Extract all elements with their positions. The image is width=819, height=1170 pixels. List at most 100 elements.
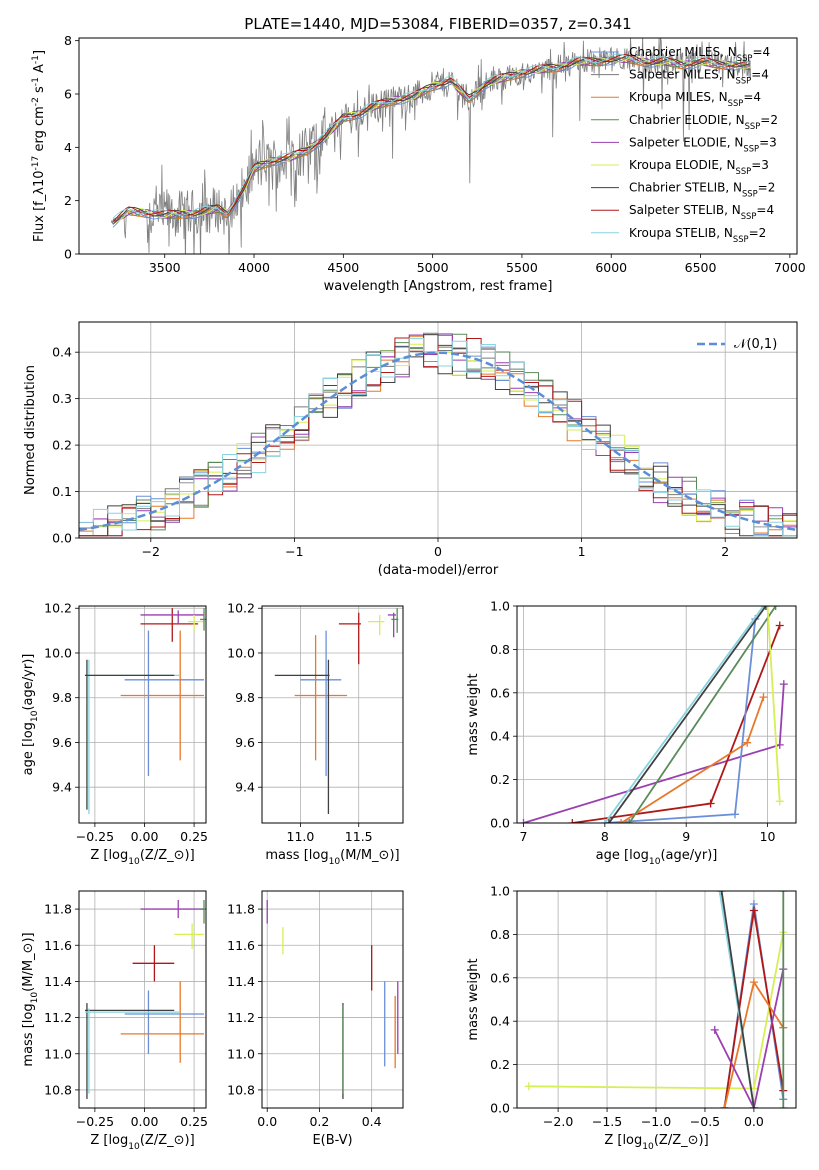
- mass-weight-series: [604, 606, 765, 823]
- panel-mass-vs-Z: −0.25 0.00 0.25 10.8 11.0 11.2 11.4 11.6 11.8 Z […: [21, 890, 208, 1152]
- data-point-marker: [763, 606, 772, 610]
- data-point-marker: [617, 819, 626, 823]
- plot-area: [84, 900, 206, 1099]
- data-point-marker: [771, 606, 780, 610]
- tick-label-y: 8: [64, 33, 72, 48]
- tick-label-y: 9.8: [52, 690, 72, 705]
- observed-spectrum: [110, 38, 751, 254]
- tick-label-x: 0.25: [180, 1114, 208, 1129]
- data-point-marker: [743, 738, 752, 747]
- plot-area: [79, 332, 797, 537]
- tick-label-x: −1.5: [592, 1114, 622, 1129]
- axis-label-x: age [log10(age/yr)]: [596, 848, 718, 867]
- axis-label-x: (data-model)/error: [378, 563, 499, 578]
- tick-label-y: 0.6: [490, 685, 510, 700]
- tick-label-y: 10.0: [227, 645, 255, 660]
- axis-label-x: E(B-V): [312, 1133, 352, 1148]
- panel-spectrum: 3500 4000 4500 5000 5500 6000 6500 7000 0 2 4 6 8 wav…: [31, 33, 806, 294]
- tick-label-y: 0.4: [52, 345, 72, 360]
- mass-weight-series: [628, 606, 777, 823]
- plot-area: [519, 606, 788, 823]
- axis-label-y: mass [log10(M/M_⊙)]: [21, 932, 40, 1066]
- tick-label-x: 0: [434, 544, 442, 559]
- tick-label-y: 9.4: [235, 780, 255, 795]
- axis-label-y: mass weight: [466, 958, 481, 1040]
- tick-label-y: 0.4: [490, 1014, 510, 1029]
- tick-label-x: 5500: [506, 260, 538, 275]
- axis-label-y: Flux [f_λ10-17 erg cm-2 s-1 A-1]: [31, 50, 47, 242]
- tick-label-y: 0.1: [52, 484, 72, 499]
- tick-label-y: 9.8: [235, 690, 255, 705]
- legend-entry: Kroupa MILES, NSSP=4: [629, 90, 761, 108]
- data-point-marker: [775, 621, 784, 630]
- tick-label-x: 0.4: [362, 1114, 382, 1129]
- tick-label-x: 0.0: [744, 1114, 764, 1129]
- legend-entry: Chabrier ELODIE, NSSP=2: [629, 113, 778, 131]
- tick-label-y: 11.8: [227, 902, 255, 917]
- tick-label-y: 0.2: [52, 438, 72, 453]
- data-point-marker: [759, 693, 768, 702]
- tick-label-y: 11.0: [44, 1046, 72, 1061]
- data-point-marker: [749, 906, 758, 915]
- data-point-marker: [730, 810, 739, 819]
- legend-entry: Kroupa ELODIE, NSSP=3: [629, 158, 769, 176]
- tick-label-x: 7000: [774, 260, 806, 275]
- tick-label-x: −0.25: [76, 829, 114, 844]
- axis-label-x: Z [log10(Z/Z_⊙)]: [90, 848, 194, 867]
- data-point-marker: [775, 797, 784, 806]
- tick-label-y: 0.8: [490, 642, 510, 657]
- tick-label-x: 8: [601, 829, 609, 844]
- tick-label-x: 3500: [149, 260, 181, 275]
- data-point-marker: [779, 680, 788, 689]
- tick-label-y: 6: [64, 87, 72, 102]
- axis-label-x: wavelength [Angstrom, rest frame]: [324, 279, 553, 294]
- data-point-marker: [717, 891, 726, 895]
- tick-label-x: −0.25: [76, 1114, 114, 1129]
- data-point-marker: [568, 819, 577, 823]
- tick-label-x: 4500: [327, 260, 359, 275]
- tick-label-y: 9.6: [235, 735, 255, 750]
- axis-label-y: Normed distribution: [23, 365, 38, 495]
- tick-label-y: 11.2: [227, 1010, 255, 1025]
- tick-label-y: 11.4: [44, 974, 72, 989]
- tick-label-y: 1.0: [490, 884, 510, 899]
- data-point-marker: [625, 819, 634, 823]
- tick-label-y: 10.2: [227, 601, 255, 616]
- panel-mass-weight-vs-age: 7 8 9 10 0.0 0.2 0.4 0.6 0.8 1.0 age [log10(age/yr…: [466, 599, 797, 867]
- tick-label-y: 9.6: [52, 735, 72, 750]
- data-point-marker: [519, 819, 528, 823]
- tick-label-x: 5000: [417, 260, 449, 275]
- data-point-marker: [524, 1082, 533, 1091]
- tick-label-y: 0.2: [490, 772, 510, 787]
- tick-label-x: 4000: [238, 260, 270, 275]
- axes-frame: [516, 890, 797, 1109]
- tick-label-y: 0.3: [52, 391, 72, 406]
- legend-entry: Salpeter MILES, NSSP=4: [629, 68, 769, 86]
- data-point-marker: [749, 1104, 758, 1108]
- tick-label-y: 0.0: [52, 531, 72, 546]
- mass-weight-series: [720, 891, 755, 1108]
- data-point-marker: [715, 891, 724, 895]
- data-point-marker: [779, 891, 788, 895]
- tick-label-y: 0.0: [490, 1101, 510, 1116]
- panel-age-vs-Z: −0.25 0.00 0.25 9.4 9.6 9.8 10.0 10.2 Z [log10(Z…: [21, 601, 208, 867]
- tick-label-x: 0.2: [309, 1114, 329, 1129]
- tick-label-x: −1: [285, 544, 303, 559]
- legend-entry: Salpeter ELODIE, NSSP=3: [629, 135, 777, 153]
- tick-label-x: 0.0: [257, 1114, 277, 1129]
- data-point-marker: [706, 799, 715, 808]
- tick-label-x: 6500: [685, 260, 717, 275]
- panel-residual-histogram: −2 −1 0 1 2 0.0 0.1 0.2 0.3 0.4 (data-model)/error…: [23, 321, 798, 578]
- axes-frame: [261, 605, 404, 824]
- data-point-marker: [749, 978, 758, 987]
- tick-label-x: −2: [142, 544, 160, 559]
- model-spectrum-line: [112, 56, 751, 222]
- model-spectrum-line: [112, 53, 751, 219]
- tick-label-x: 10: [760, 829, 776, 844]
- axes-frame: [78, 890, 207, 1109]
- normal-distribution-line: [79, 351, 797, 532]
- tick-label-y: 2: [64, 193, 72, 208]
- mass-weight-series: [766, 606, 781, 802]
- plot-area: [274, 608, 399, 815]
